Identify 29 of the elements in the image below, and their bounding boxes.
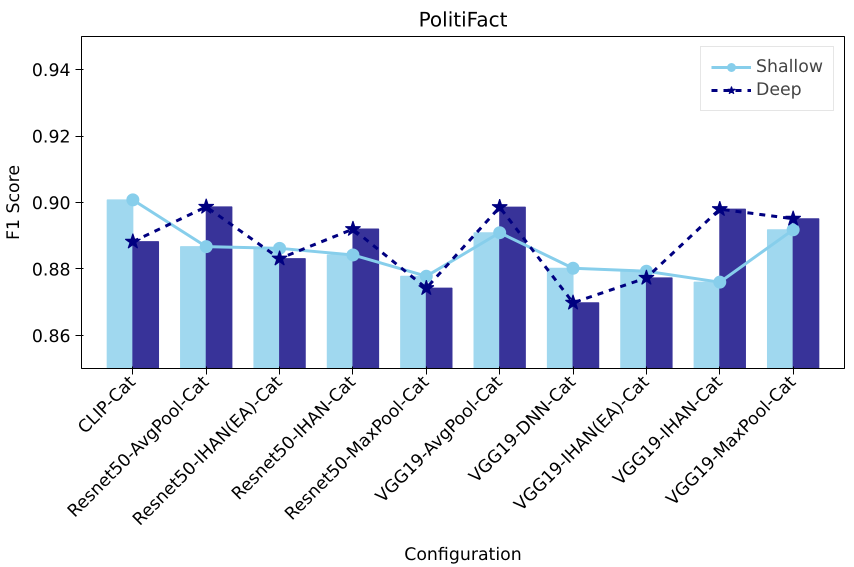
point (200, 240, 213, 254)
y-tick-label: 0.90 (32, 194, 71, 214)
point (492, 198, 508, 214)
chart-title: PolitiFact (418, 8, 508, 32)
point (273, 242, 286, 255)
point (785, 210, 802, 226)
point (271, 250, 288, 266)
point (713, 276, 726, 289)
point (126, 193, 140, 206)
legend-label: Shallow (756, 57, 823, 77)
legend-label: Deep (756, 80, 802, 100)
y-axis-title: F1 Score (4, 164, 24, 240)
point (638, 269, 655, 285)
point (346, 248, 360, 262)
point (198, 198, 214, 214)
point (564, 294, 582, 310)
point (124, 233, 141, 249)
point (420, 270, 433, 283)
point (566, 262, 580, 275)
y-tick-label: 0.88 (32, 260, 71, 280)
point (418, 280, 434, 296)
y-tick-label: 0.92 (32, 128, 71, 148)
point (786, 223, 800, 236)
y-tick-label: 0.94 (32, 61, 71, 82)
point (712, 200, 728, 216)
point (493, 226, 506, 240)
point (344, 220, 362, 236)
x-axis-title: Configuration (404, 544, 522, 565)
y-tick-label: 0.86 (32, 326, 71, 347)
